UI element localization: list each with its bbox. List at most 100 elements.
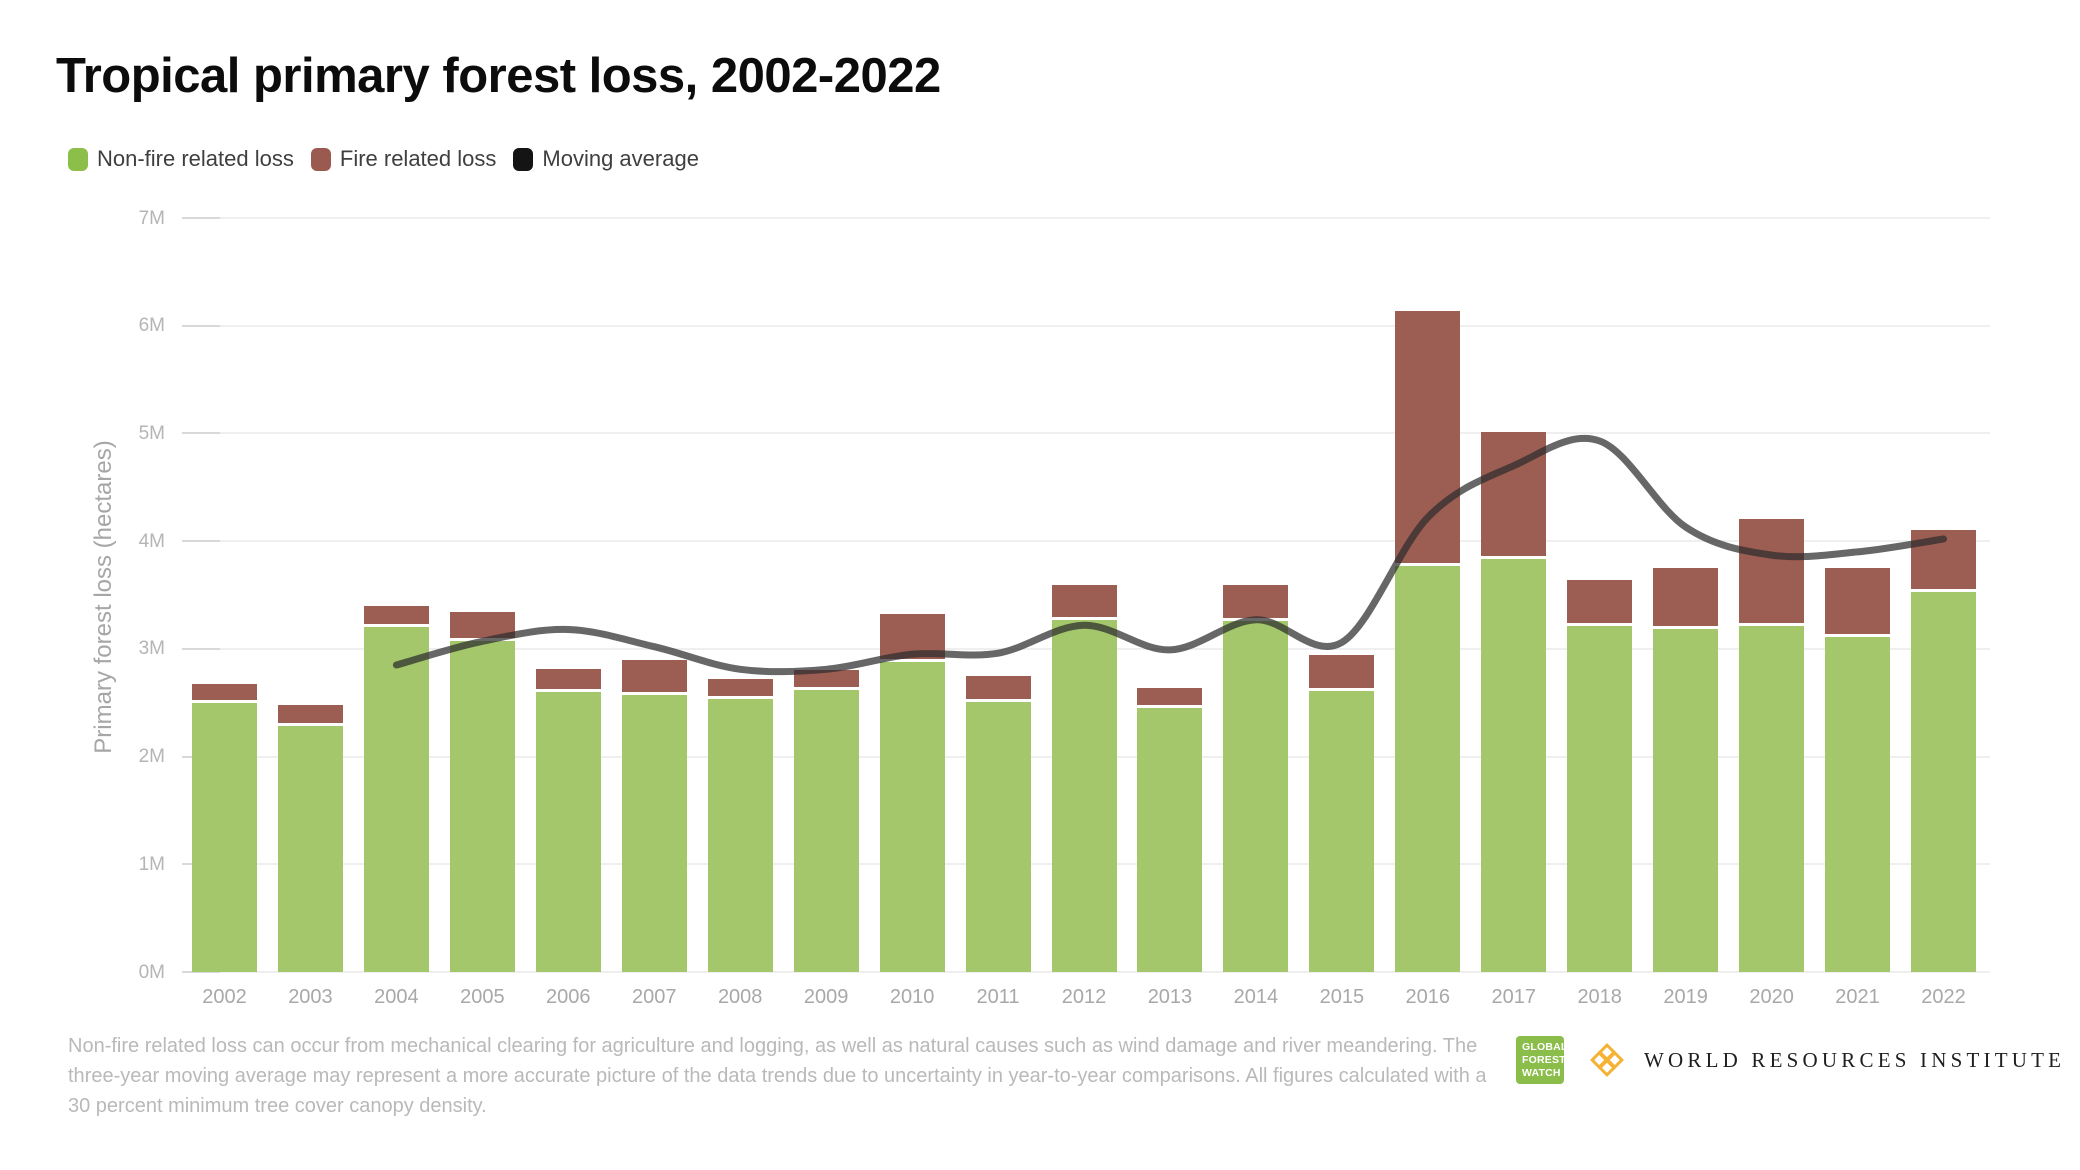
legend-swatch-icon: [68, 147, 88, 171]
bar-nonfire-2017[interactable]: [1481, 559, 1547, 972]
bar-nonfire-2010[interactable]: [879, 661, 945, 972]
x-tick-label-2003: 2003: [288, 986, 333, 1008]
bar-fire-2019[interactable]: [1653, 568, 1719, 627]
y-tick-label-1M: 1M: [138, 853, 165, 875]
bar-fire-2004[interactable]: [363, 605, 429, 625]
legend-label: Non-fire related loss: [97, 146, 294, 171]
bar-fire-2009[interactable]: [793, 670, 859, 687]
x-tick-label-2015: 2015: [1319, 986, 1365, 1008]
y-tick-label-7M: 7M: [138, 207, 165, 229]
x-tick-label-2016: 2016: [1405, 986, 1451, 1008]
legend-item-non-fire-related-loss[interactable]: Non-fire related loss: [68, 146, 294, 172]
y-tick-label-5M: 5M: [138, 422, 165, 444]
bar-nonfire-2004[interactable]: [363, 627, 429, 972]
bar-fire-2014[interactable]: [1223, 585, 1289, 618]
x-tick-label-2005: 2005: [460, 986, 505, 1008]
axis-tick: [182, 647, 220, 650]
bar-fire-2007[interactable]: [621, 659, 687, 693]
bar-nonfire-2018[interactable]: [1567, 626, 1633, 972]
bar-nonfire-2008[interactable]: [707, 699, 773, 972]
x-tick-label-2008: 2008: [717, 986, 763, 1008]
legend: Non-fire related loss Fire related loss Mo…: [68, 146, 699, 172]
bar-nonfire-2013[interactable]: [1137, 708, 1203, 972]
wri-logo[interactable]: WORLD RESOURCES INSTITUTE: [1588, 1042, 2065, 1078]
x-tick-label-2011: 2011: [976, 986, 1020, 1008]
gridline-6M: [182, 324, 1990, 327]
x-tick-label-2007: 2007: [632, 986, 677, 1008]
legend-label: Fire related loss: [339, 146, 497, 171]
y-tick-label-0M: 0M: [138, 961, 165, 983]
bar-nonfire-2022[interactable]: [1911, 591, 1976, 972]
gridline-5M: [182, 432, 1990, 435]
legend-swatch-icon: [513, 147, 534, 171]
x-tick-label-2020: 2020: [1749, 986, 1794, 1008]
x-tick-label-2013: 2013: [1147, 986, 1193, 1008]
bar-fire-2013[interactable]: [1137, 687, 1203, 706]
x-tick-label-2018: 2018: [1577, 986, 1622, 1008]
footnote: Non-fire related loss can occur from mec…: [68, 1035, 1487, 1117]
bar-fire-2018[interactable]: [1567, 579, 1633, 624]
bar-fire-2015[interactable]: [1309, 655, 1375, 688]
gridline-4M: [182, 540, 1990, 543]
legend-label: Moving average: [542, 146, 699, 171]
bar-nonfire-2015[interactable]: [1309, 690, 1375, 972]
bar-nonfire-2014[interactable]: [1223, 620, 1289, 972]
x-tick-label-2009: 2009: [803, 986, 849, 1008]
y-tick-label-4M: 4M: [138, 530, 165, 552]
x-tick-label-2012: 2012: [1061, 986, 1107, 1008]
bar-fire-2020[interactable]: [1739, 518, 1805, 624]
axis-tick: [182, 971, 220, 973]
legend-item-fire-related-loss[interactable]: Fire related loss: [310, 146, 497, 172]
x-tick-label-2002: 2002: [202, 986, 247, 1008]
x-tick-label-2019: 2019: [1663, 986, 1708, 1008]
bar-nonfire-2002[interactable]: [192, 702, 257, 972]
bar-fire-2008[interactable]: [707, 679, 773, 697]
bar-nonfire-2012[interactable]: [1051, 619, 1117, 972]
bar-fire-2021[interactable]: [1825, 568, 1891, 634]
logos-row: GLOBAL FOREST WATCH WORLD RESOURCES INSTIT…: [1516, 1035, 2065, 1085]
bar-nonfire-2021[interactable]: [1825, 637, 1891, 972]
bar-nonfire-2006[interactable]: [535, 691, 601, 972]
bar-fire-2011[interactable]: [965, 675, 1031, 699]
gridline-7M: [182, 217, 1990, 219]
bar-fire-2010[interactable]: [879, 614, 945, 659]
axis-tick: [182, 540, 220, 543]
bar-nonfire-2019[interactable]: [1653, 629, 1719, 972]
bar-fire-2017[interactable]: [1481, 432, 1547, 557]
bar-nonfire-2011[interactable]: [965, 701, 1031, 972]
x-tick-label-2017: 2017: [1491, 986, 1537, 1008]
axis-tick: [182, 217, 220, 219]
x-tick-label-2010: 2010: [889, 986, 935, 1008]
x-tick-label-2006: 2006: [546, 986, 591, 1008]
bar-fire-2005[interactable]: [449, 612, 515, 639]
bar-nonfire-2005[interactable]: [449, 641, 515, 972]
bar-nonfire-2020[interactable]: [1739, 626, 1805, 972]
x-tick-label-2014: 2014: [1233, 986, 1279, 1008]
axis-tick: [182, 432, 220, 435]
chart-title: Tropical primary forest loss, 2002-2022: [56, 49, 941, 103]
legend-swatch-icon: [310, 147, 331, 171]
gridline-0M: [182, 971, 1990, 973]
x-tick-label-2022: 2022: [1921, 986, 1966, 1008]
bar-nonfire-2009[interactable]: [793, 689, 859, 972]
legend-item-moving-average[interactable]: Moving average: [513, 146, 699, 172]
bar-fire-2016[interactable]: [1395, 310, 1461, 563]
global-forest-watch-logo[interactable]: GLOBAL FOREST WATCH: [1516, 1036, 1567, 1084]
x-tick-label-2021: 2021: [1835, 986, 1880, 1008]
bar-fire-2022[interactable]: [1911, 530, 1976, 589]
wri-logo-text: WORLD RESOURCES INSTITUTE: [1644, 1047, 2066, 1072]
y-tick-label-2M: 2M: [138, 746, 165, 768]
wri-weave-icon: [1590, 1043, 1624, 1077]
bar-fire-2012[interactable]: [1051, 585, 1117, 617]
bar-nonfire-2016[interactable]: [1395, 565, 1461, 972]
bar-nonfire-2003[interactable]: [277, 726, 343, 972]
bar-nonfire-2007[interactable]: [621, 695, 687, 972]
bar-fire-2003[interactable]: [277, 704, 343, 724]
y-tick-label-3M: 3M: [138, 638, 165, 660]
x-tick-label-2004: 2004: [374, 986, 419, 1008]
y-tick-label-6M: 6M: [138, 315, 165, 337]
y-axis-title: Primary forest loss (hectares): [90, 440, 117, 754]
bar-fire-2006[interactable]: [535, 669, 601, 689]
bar-fire-2002[interactable]: [192, 684, 257, 700]
